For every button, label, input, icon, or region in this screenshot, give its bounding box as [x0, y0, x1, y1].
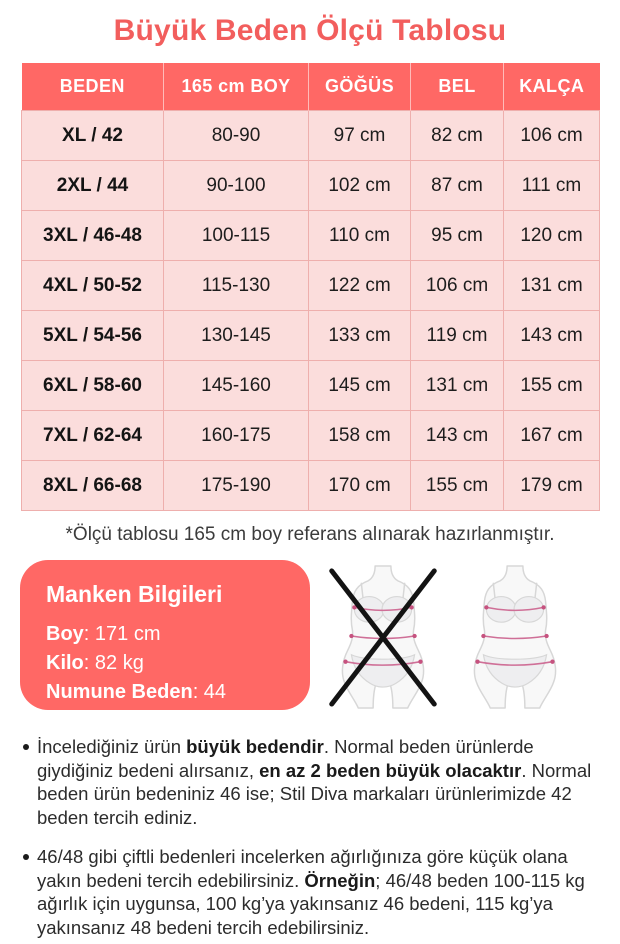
size-cell: 3XL / 46-48	[21, 210, 164, 261]
note-text-segment: büyük bedendir	[186, 736, 324, 757]
size-cell: 2XL / 44	[21, 160, 164, 211]
model-info-label: Boy	[46, 623, 84, 645]
table-row: 4XL / 50-52 115-130 122 cm 106 cm 131 cm	[21, 260, 600, 311]
size-table-header: BEDEN 165 cm BOY GÖĞÜS BEL KALÇA	[21, 63, 600, 111]
table-row: 2XL / 44 90-100 102 cm 87 cm 111 cm	[21, 160, 600, 211]
size-table-body: XL / 42 80-90 97 cm 82 cm 106 cm 2XL / 44 90-1…	[21, 110, 600, 511]
measurement-cell: 167 cm	[503, 410, 600, 461]
measurement-cell: 106 cm	[410, 260, 504, 311]
model-info-line: Numune Beden: 44	[46, 681, 227, 703]
table-row: 7XL / 62-64 160-175 158 cm 143 cm 167 cm	[21, 410, 600, 461]
measurement-cell: 179 cm	[503, 460, 600, 511]
size-table-header-row: BEDEN 165 cm BOY GÖĞÜS BEL KALÇA	[21, 63, 600, 111]
measurement-cell: 130-145	[163, 310, 309, 361]
model-info-lines: Boy: 171 cm Kilo: 82 kg Numune Beden: 44	[44, 620, 286, 707]
measurement-cell: 122 cm	[308, 260, 411, 311]
measurement-cell: 110 cm	[308, 210, 411, 261]
size-cell: 8XL / 66-68	[21, 460, 164, 511]
note-item: 46/48 gibi çiftli bedenleri incelerken a…	[23, 845, 596, 939]
measurement-cell: 82 cm	[410, 110, 504, 161]
model-info-line: Boy: 171 cm	[46, 623, 161, 645]
size-cell: 6XL / 58-60	[21, 360, 164, 411]
note-text-segment: . Normal beden ürün bedeniniz 46 ise; St…	[37, 759, 592, 828]
model-info-card: Manken Bilgileri Boy: 171 cm Kilo: 82 kg N…	[20, 560, 310, 710]
measurement-cell: 111 cm	[503, 160, 600, 211]
measurement-cell: 131 cm	[503, 260, 600, 311]
note-text-segment: İncelediğiniz ürün	[37, 736, 187, 757]
model-info-label: Numune Beden	[46, 681, 193, 703]
table-row: 3XL / 46-48 100-115 110 cm 95 cm 120 cm	[21, 210, 600, 261]
measurement-cell: 175-190	[163, 460, 309, 511]
size-cell: XL / 42	[21, 110, 164, 161]
note-item: İncelediğiniz ürün büyük bedendir. Norma…	[23, 735, 596, 829]
measurement-cell: 95 cm	[410, 210, 504, 261]
model-info-section: Manken Bilgileri Boy: 171 cm Kilo: 82 kg N…	[20, 560, 600, 711]
measurement-cell: 143 cm	[503, 310, 600, 361]
size-cell: 4XL / 50-52	[21, 260, 164, 311]
size-cell: 5XL / 54-56	[21, 310, 164, 361]
body-measurement-figure-crossed-icon	[328, 563, 438, 711]
measurement-cell: 155 cm	[410, 460, 504, 511]
measurement-cell: 80-90	[163, 110, 309, 161]
note-text-segment: 46/48 gibi çiftli bedenleri incelerken a…	[37, 846, 568, 891]
measurement-cell: 145 cm	[308, 360, 411, 411]
note-text-segment: en az 2 beden büyük olacaktır	[259, 759, 522, 781]
note-text-segment: . Normal beden ürünlerde giydiğiniz bede…	[37, 736, 534, 781]
measurement-cell: 155 cm	[503, 360, 600, 411]
measurement-cell: 106 cm	[503, 110, 600, 161]
measurement-cell: 120 cm	[503, 210, 600, 261]
measurement-cell: 131 cm	[410, 360, 504, 411]
measurement-cell: 170 cm	[308, 460, 411, 511]
measurement-cell: 97 cm	[308, 110, 411, 161]
note-text-segment: Örneğin	[304, 869, 376, 891]
table-row: XL / 42 80-90 97 cm 82 cm 106 cm	[21, 110, 600, 161]
measurement-cell: 90-100	[163, 160, 309, 211]
size-cell: 7XL / 62-64	[21, 410, 164, 461]
measurement-cell: 158 cm	[308, 410, 411, 461]
column-header: BEDEN	[21, 63, 164, 111]
table-row: 6XL / 58-60 145-160 145 cm 131 cm 155 cm	[21, 360, 600, 411]
measurement-cell: 145-160	[163, 360, 309, 411]
column-header: 165 cm BOY	[163, 63, 309, 111]
measurement-figures	[328, 563, 570, 711]
measurement-cell: 115-130	[163, 260, 309, 311]
page-title: Büyük Beden Ölçü Tablosu	[113, 14, 507, 47]
measurement-cell: 143 cm	[410, 410, 504, 461]
measurement-cell: 133 cm	[308, 310, 411, 361]
table-footnote: *Ölçü tablosu 165 cm boy referans alınar…	[65, 524, 555, 545]
body-measurement-figure-icon	[460, 563, 570, 711]
model-info-label: Kilo	[46, 652, 84, 674]
column-header: BEL	[410, 63, 504, 111]
column-header: KALÇA	[503, 63, 600, 111]
model-info-title: Manken Bilgileri	[46, 581, 223, 607]
measurement-cell: 119 cm	[410, 310, 504, 361]
table-row: 5XL / 54-56 130-145 133 cm 119 cm 143 cm	[21, 310, 600, 361]
size-table: BEDEN 165 cm BOY GÖĞÜS BEL KALÇA XL / 42 80-9…	[21, 63, 600, 511]
model-info-line: Kilo: 82 kg	[46, 652, 144, 674]
measurement-cell: 100-115	[163, 210, 309, 261]
table-row: 8XL / 66-68 175-190 170 cm 155 cm 179 cm	[21, 460, 600, 511]
notes-list: İncelediğiniz ürün büyük bedendir. Norma…	[23, 735, 596, 939]
measurement-cell: 160-175	[163, 410, 309, 461]
column-header: GÖĞÜS	[308, 63, 411, 111]
measurement-cell: 102 cm	[308, 160, 411, 211]
measurement-cell: 87 cm	[410, 160, 504, 211]
